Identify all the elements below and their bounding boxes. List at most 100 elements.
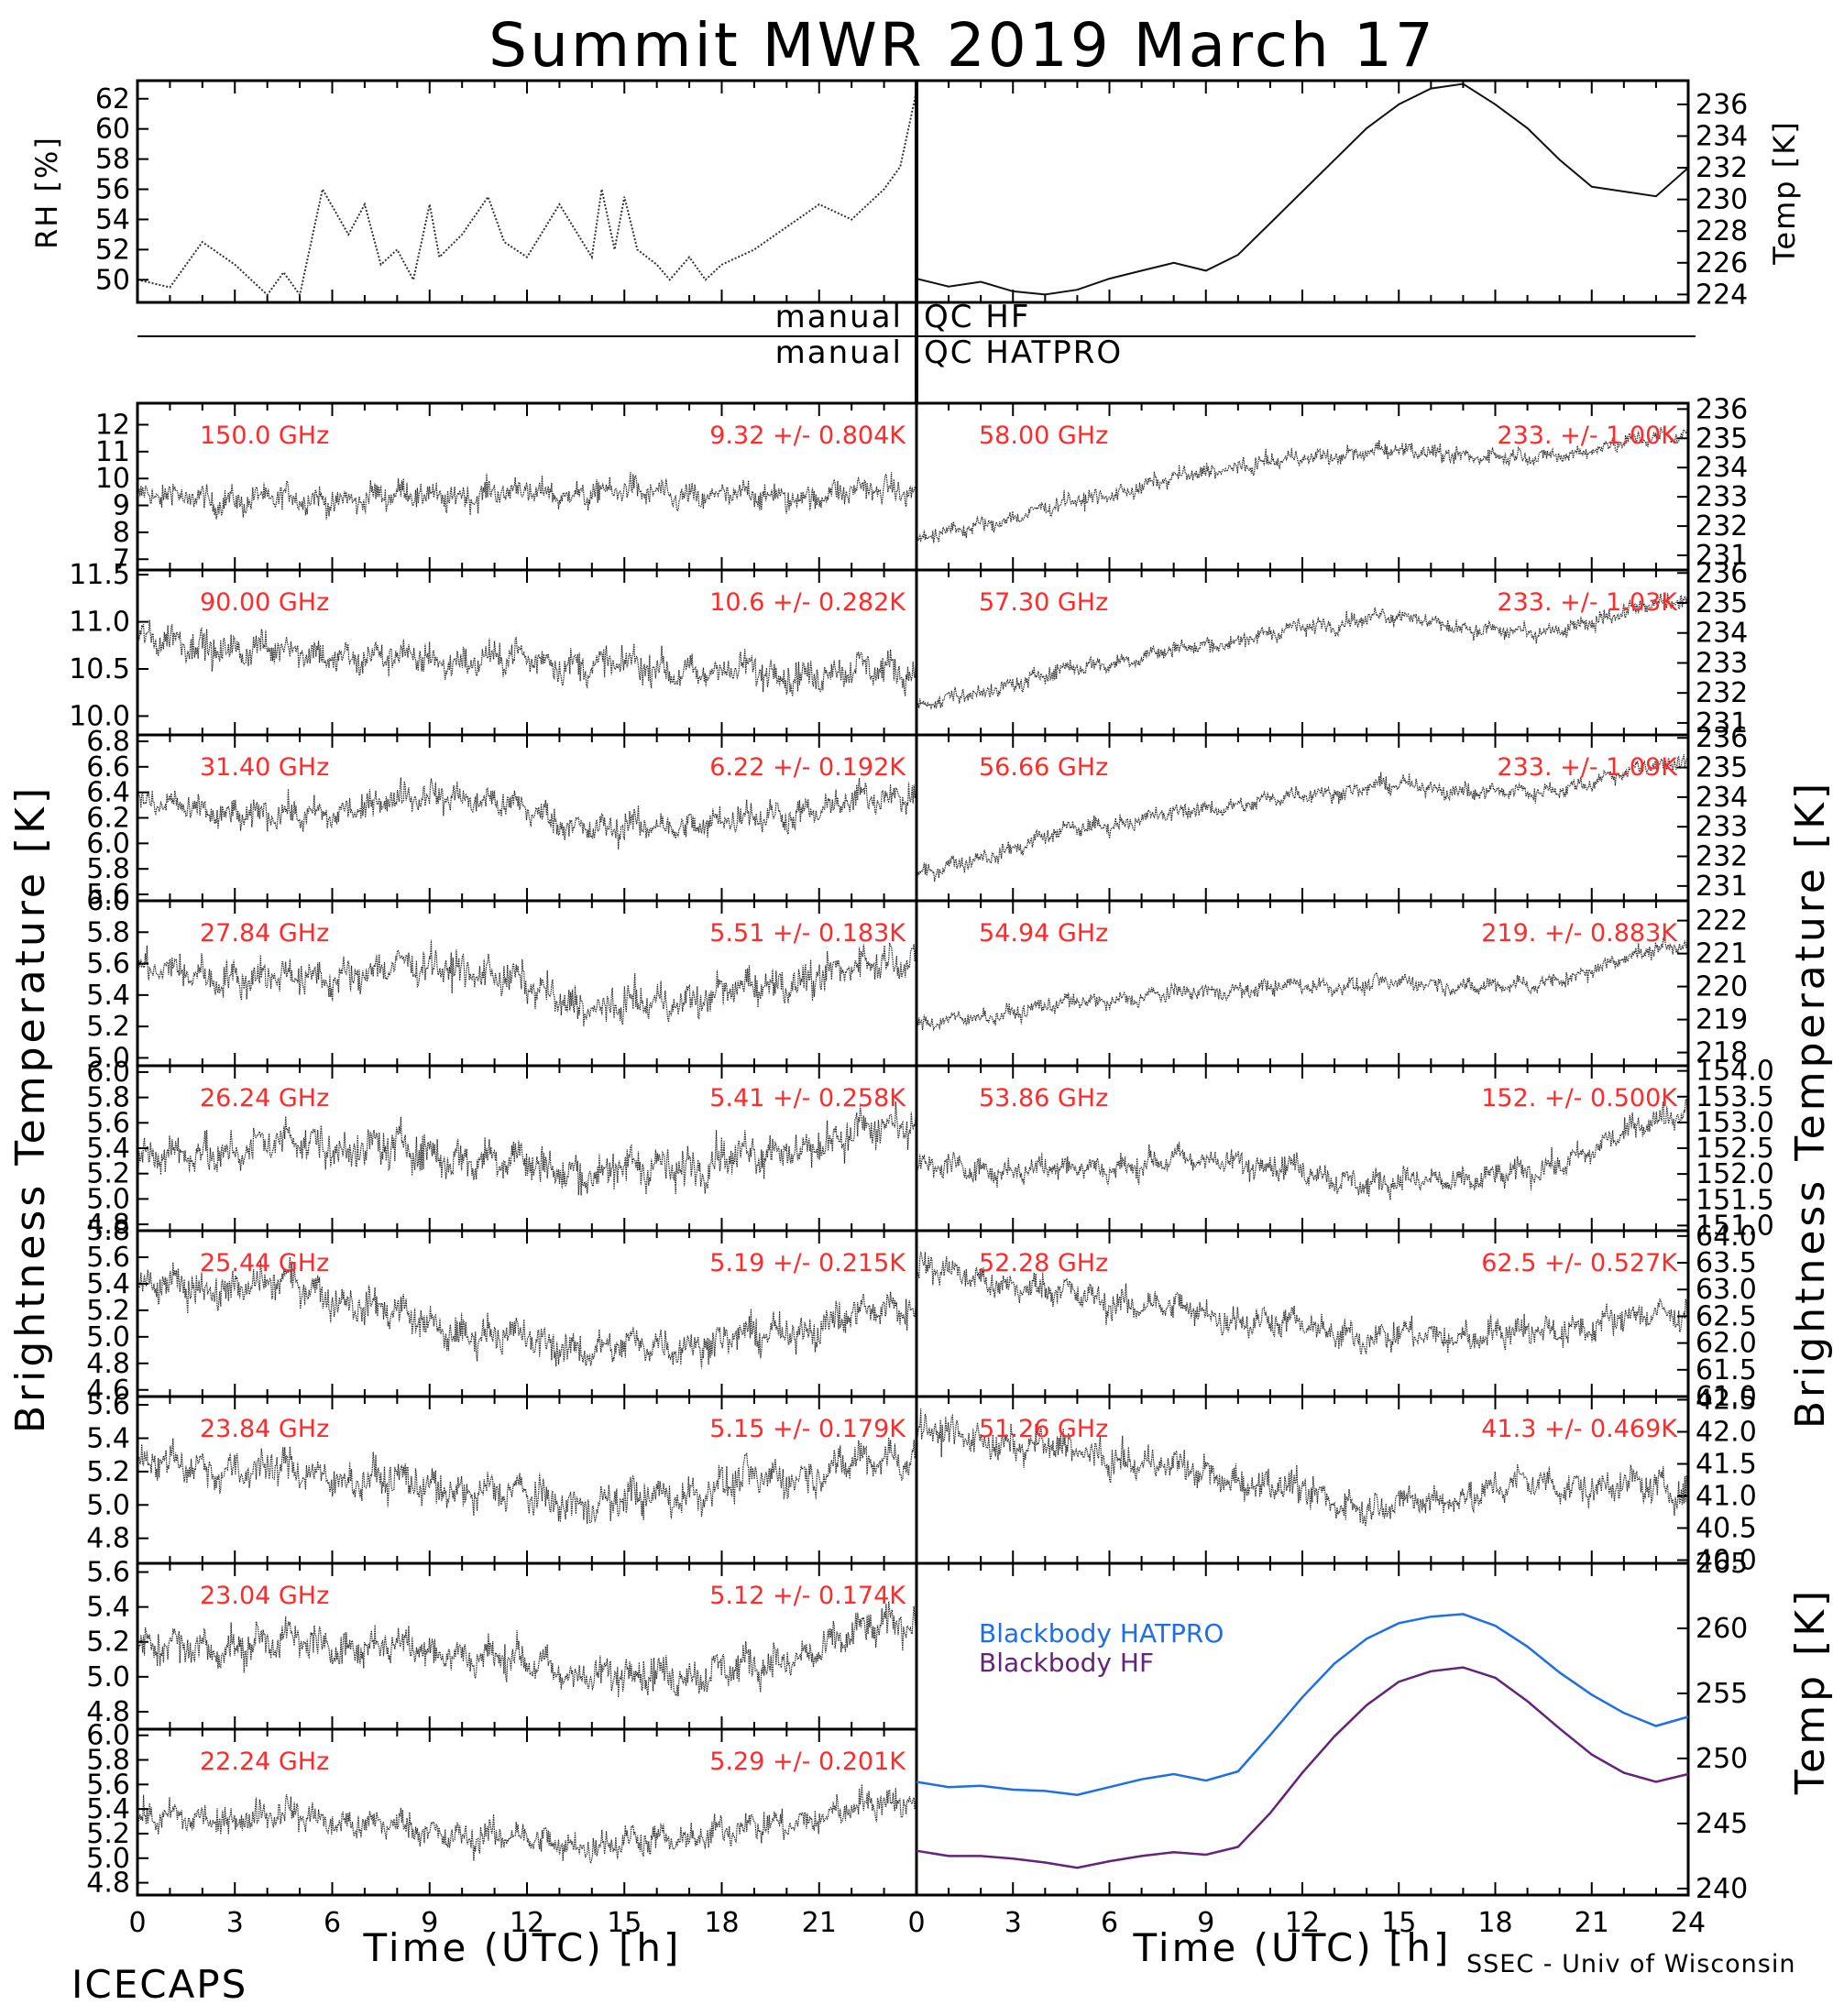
ch5228-ytick: 61.0 — [1696, 1381, 1757, 1413]
ch5666-ytick: 231 — [1696, 871, 1748, 903]
ch2784-ytick: 6.0 — [86, 885, 130, 917]
ch5386-ytick: 153.0 — [1696, 1107, 1774, 1139]
ch5386-scatter — [916, 1099, 1689, 1200]
ch90-freq-label: 90.00 GHz — [200, 588, 329, 617]
ch2384-ytick: 5.4 — [86, 1423, 130, 1455]
ch3140-ytick: 6.2 — [86, 803, 130, 835]
ch5730-freq-label: 57.30 GHz — [979, 588, 1108, 617]
ch5494-ytick: 218 — [1696, 1037, 1748, 1069]
ch2544-ytick: 5.6 — [86, 1242, 130, 1274]
ch2544-panel: 4.64.85.05.25.45.65.8 25.44 GHz 5.19 +/- 0… — [86, 1215, 918, 1407]
ch2624-stats-label: 5.41 +/- 0.258K — [709, 1084, 906, 1112]
ch2304-panel: 4.85.05.25.45.6 23.04 GHz 5.12 +/- 0.174K — [86, 1557, 918, 1731]
temp-ytick: 234 — [1696, 121, 1748, 153]
x-tick-label: 3 — [1004, 1907, 1022, 1939]
x-tick-label: 12 — [510, 1907, 544, 1939]
ch5800-freq-label: 58.00 GHz — [979, 422, 1108, 450]
qc-hatpro-right-label: QC HATPRO — [924, 334, 1123, 371]
ch2304-freq-label: 23.04 GHz — [200, 1582, 329, 1610]
blackbody-ytick: 265 — [1696, 1548, 1748, 1580]
ch90-ytick: 11.5 — [69, 559, 130, 591]
qc-hf-right-label: QC HF — [924, 299, 1030, 335]
ch5126-ytick: 40.5 — [1696, 1513, 1757, 1545]
ch2624-ytick: 5.6 — [86, 1107, 130, 1139]
ch2784-ytick: 5.0 — [86, 1042, 130, 1074]
temp-ytick: 236 — [1696, 89, 1748, 121]
temp-ytick: 224 — [1696, 279, 1748, 311]
ch5494-freq-label: 54.94 GHz — [979, 919, 1108, 948]
ch2544-scatter — [137, 1256, 917, 1369]
ch5126-freq-label: 51.26 GHz — [979, 1415, 1108, 1443]
qc-hf-left-label: manual — [775, 299, 903, 335]
ch2224-scatter — [137, 1784, 917, 1866]
ch2224-ytick: 4.8 — [86, 1868, 130, 1900]
ch3140-freq-label: 31.40 GHz — [200, 753, 329, 782]
rh-ytick: 62 — [95, 83, 130, 115]
ch90-panel: 10.0 10.5 11.0 11.5 90.00 GHz 10.6 +/- 0.282K — [69, 559, 918, 737]
ch5800-ytick: 234 — [1696, 452, 1748, 484]
ch150-ytick: 12 — [95, 409, 130, 441]
ch2384-ytick: 5.2 — [86, 1456, 130, 1488]
x-axis-label-right: Time (UTC) [h] — [1133, 1925, 1452, 1970]
ch150-freq-label: 150.0 GHz — [200, 422, 329, 450]
rh-ytick: 58 — [95, 144, 130, 176]
x-tick-label: 0 — [128, 1907, 146, 1939]
blackbody-ytick: 255 — [1696, 1678, 1748, 1710]
ch2304-ytick: 5.6 — [86, 1557, 130, 1589]
x-tick-label: 9 — [421, 1907, 438, 1939]
blackbody-ytick: 260 — [1696, 1613, 1748, 1645]
ch2384-ytick: 5.6 — [86, 1389, 130, 1421]
ch5730-ytick: 236 — [1696, 557, 1748, 589]
ch2224-ytick: 6.0 — [86, 1720, 130, 1752]
ch150-scatter — [137, 471, 917, 520]
ch5126-ytick: 41.0 — [1696, 1481, 1757, 1513]
ch5126-ytick: 42.0 — [1696, 1417, 1757, 1449]
ch150-ytick: 8 — [113, 517, 130, 549]
ch5126-ytick: 42.5 — [1696, 1385, 1757, 1417]
ch3140-ytick: 6.6 — [86, 751, 130, 783]
ch150-ytick: 7 — [113, 543, 130, 575]
ch5228-panel: 61.061.562.062.563.063.564.0 52.28 GHz 62.… — [915, 1221, 1757, 1413]
ch2544-ytick: 5.4 — [86, 1268, 130, 1300]
rh-ytick: 52 — [95, 234, 130, 266]
ch5386-freq-label: 53.86 GHz — [979, 1084, 1108, 1112]
ch2224-panel: 4.85.05.25.45.65.86.0 22.24 GHz 5.29 +/- 0… — [86, 1720, 918, 1900]
ch5126-panel: 40.040.541.041.542.042.5 51.26 GHz 41.3 +/… — [915, 1385, 1757, 1577]
ch5800-ytick: 232 — [1696, 510, 1748, 542]
ch5228-ytick: 63.5 — [1696, 1247, 1757, 1279]
x-tick-label: 6 — [324, 1907, 341, 1939]
temp-line — [916, 82, 1689, 296]
ch2224-ytick: 5.8 — [86, 1745, 130, 1777]
ch5228-scatter — [916, 1251, 1689, 1355]
x-tick-label: 15 — [607, 1907, 642, 1939]
ch150-ytick: 10 — [95, 463, 130, 495]
ch2384-stats-label: 5.15 +/- 0.179K — [709, 1415, 906, 1443]
ch2224-ytick: 5.2 — [86, 1818, 130, 1850]
ch5666-scatter — [916, 753, 1689, 882]
ch5730-ytick: 235 — [1696, 587, 1748, 619]
ch2384-freq-label: 23.84 GHz — [200, 1415, 329, 1443]
x-tick-labels: 0 3 6 9 12 15 18 21 0 3 6 9 12 15 18 21 24 — [128, 1907, 1706, 1939]
rh-frame — [136, 79, 918, 304]
x-tick-label: 3 — [226, 1907, 244, 1939]
ch2624-ytick: 5.8 — [86, 1082, 130, 1114]
ch2624-freq-label: 26.24 GHz — [200, 1084, 329, 1112]
ch3140-stats-label: 6.22 +/- 0.192K — [709, 753, 906, 782]
ch5800-ytick: 231 — [1696, 540, 1748, 572]
ch5666-ytick: 234 — [1696, 782, 1748, 814]
ch2304-ytick: 5.0 — [86, 1661, 130, 1693]
rh-ytick: 56 — [95, 174, 130, 206]
blackbody-ytick: 245 — [1696, 1808, 1748, 1840]
ch2224-ytick: 5.4 — [86, 1793, 130, 1825]
x-tick-label: 9 — [1197, 1907, 1214, 1939]
ch2224-stats-label: 5.29 +/- 0.201K — [709, 1748, 906, 1776]
ch3140-ytick: 6.8 — [86, 726, 130, 758]
ch150-stats-label: 9.32 +/- 0.804K — [709, 422, 906, 450]
ch5386-ytick: 151.0 — [1696, 1210, 1774, 1242]
